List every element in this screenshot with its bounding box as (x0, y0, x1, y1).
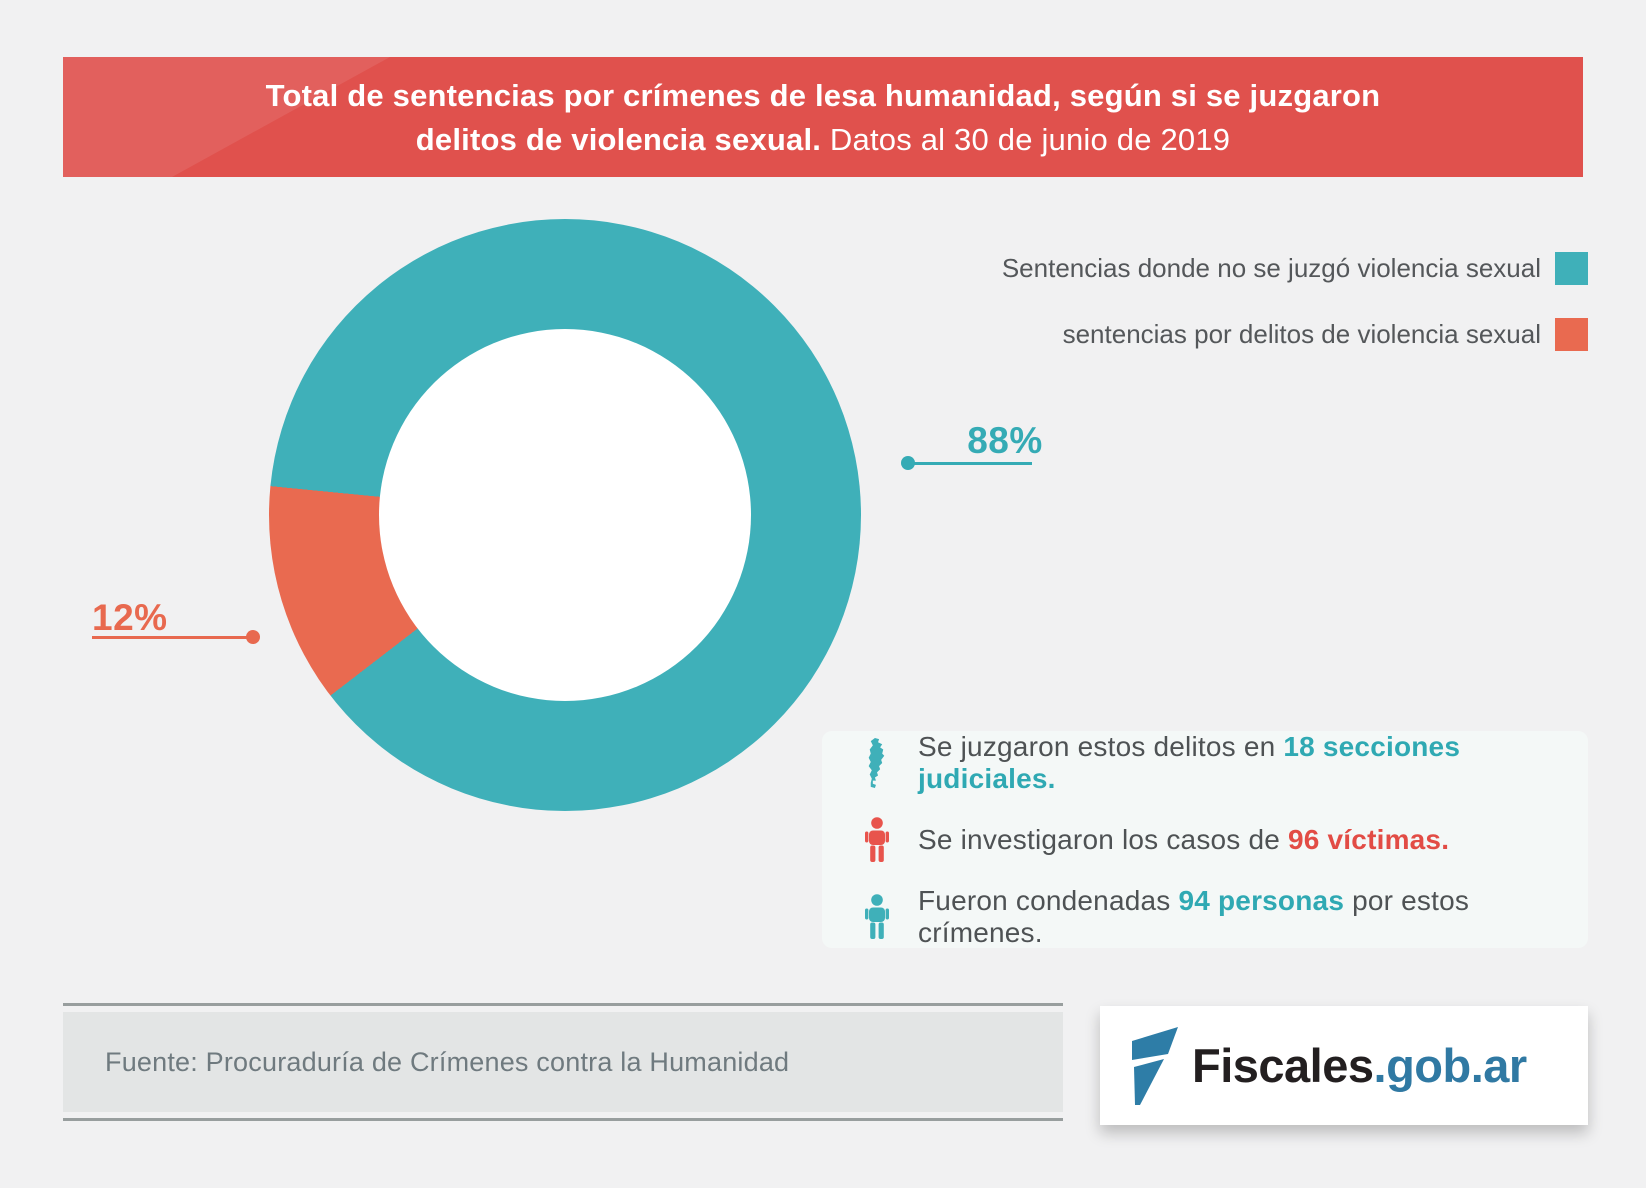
fact-highlight: 18 secciones judiciales. (918, 730, 1461, 794)
fact-text: Se juzgaron estos delitos en 18 seccione… (918, 730, 1461, 794)
legend-label: Sentencias donde no se juzgó violencia s… (1001, 253, 1541, 283)
logo-text-blue: .gob.ar (1373, 1039, 1528, 1092)
legend-item-sexual-violence: sentencias por delitos de violencia sexu… (1063, 318, 1588, 351)
title-line1: Total de sentencias por crímenes de lesa… (265, 78, 1381, 113)
page-title: Total de sentencias por crímenes de lesa… (63, 57, 1583, 162)
callout-88-label: 88% (967, 420, 1043, 461)
logo-text-black: Fiscales (1192, 1039, 1374, 1092)
chart-legend: Sentencias donde no se juzgó violencia s… (1002, 252, 1588, 351)
fact-text: Se investigaron los casos de 96 víctimas… (918, 823, 1450, 855)
divider-top (63, 1003, 1063, 1006)
fact-highlight: 96 víctimas. (1288, 823, 1450, 855)
callout-12-dot (246, 630, 260, 644)
fact-text: Fueron condenadas 94 personas por estos … (918, 884, 1470, 948)
title-line2: delitos de violencia sexual. Datos al 30… (415, 122, 1231, 157)
logo-text: Fiscales.gob.ar (1192, 1038, 1527, 1093)
legend-label: sentencias por delitos de violencia sexu… (1062, 319, 1541, 349)
fact-row-victims: Se investigaron los casos de 96 víctimas… (854, 816, 1588, 863)
legend-item-no-sexual-violence: Sentencias donde no se juzgó violencia s… (1002, 252, 1588, 285)
title-banner: Total de sentencias por crímenes de lesa… (63, 57, 1583, 177)
legend-swatch-orange (1555, 318, 1588, 351)
fiscales-flag-icon (1130, 1026, 1180, 1106)
callout-12-line (92, 636, 252, 639)
divider-bottom (63, 1118, 1063, 1121)
legend-swatch-teal (1555, 252, 1588, 285)
facts-panel: Se juzgaron estos delitos en 18 seccione… (822, 731, 1588, 948)
fact-row-judicial-sections: Se juzgaron estos delitos en 18 seccione… (854, 731, 1588, 795)
fiscales-logo: Fiscales.gob.ar (1100, 1006, 1588, 1125)
argentina-map-icon (854, 737, 900, 789)
callout-12-label: 12% (92, 597, 168, 638)
fact-highlight: 94 personas (1178, 884, 1345, 916)
victim-person-icon (854, 816, 900, 863)
donut-hole (379, 329, 751, 701)
callout-88-dot (901, 456, 915, 470)
source-box: Fuente: Procuraduría de Crímenes contra … (63, 1012, 1063, 1112)
convicted-person-icon (854, 893, 900, 940)
callout-88-line (908, 462, 1032, 465)
source-text: Fuente: Procuraduría de Crímenes contra … (105, 1046, 790, 1077)
donut-chart (269, 219, 861, 811)
fact-row-convicted: Fueron condenadas 94 personas por estos … (854, 885, 1588, 949)
